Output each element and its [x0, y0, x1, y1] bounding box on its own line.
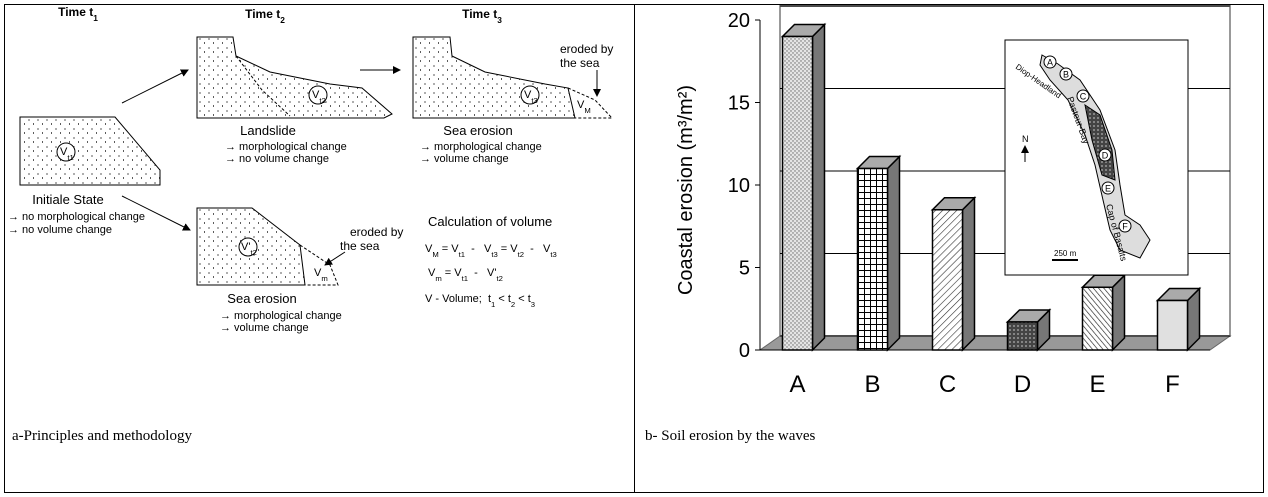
time-header: Time t2	[245, 7, 285, 25]
text-run: = V	[498, 243, 519, 255]
formula: Vm = Vt1 - V't2	[428, 267, 503, 283]
bar-chart: 05101520Coastal erosion (m³/m²)ABCDEFABC…	[675, 6, 1230, 398]
text-run: < t	[515, 293, 531, 305]
bar-front	[933, 210, 963, 350]
eroded-note: eroded by	[560, 42, 613, 56]
inset-label: 250 m	[1054, 249, 1077, 258]
y-tick-label: 10	[728, 175, 750, 197]
calc-title: Calculation of volume	[428, 214, 552, 229]
text-run: - V	[465, 243, 492, 255]
subscript: 1	[93, 13, 98, 23]
bar-front	[1083, 287, 1113, 350]
bar	[783, 25, 825, 351]
bar-front	[858, 169, 888, 351]
formula: V - Volume; t1 < t2 < t3	[425, 293, 535, 309]
text-run: - V'	[468, 267, 496, 279]
bullet: → no volume change	[225, 153, 329, 165]
y-tick-label: 5	[739, 258, 750, 280]
x-tick-label: F	[1165, 371, 1180, 398]
volume-label: Vm	[314, 267, 328, 283]
arrow	[122, 70, 188, 103]
bar	[1008, 310, 1050, 350]
bullet: → no volume change	[8, 224, 112, 236]
state-title: Initiale State	[32, 192, 104, 207]
subscript: t3	[550, 250, 556, 259]
text-run: < t	[495, 293, 511, 305]
y-axis-label: Coastal erosion (m³/m²)	[675, 85, 697, 295]
caption: b- Soil erosion by the waves	[645, 428, 816, 444]
subscript: 3	[497, 15, 502, 25]
state-title: Landslide	[240, 123, 296, 138]
site-label: D	[1102, 151, 1109, 161]
x-tick-label: B	[864, 371, 880, 398]
inset-map: ABCDEFDiop-HeadlandPasteur-BayCap of Bas…	[1005, 40, 1188, 275]
x-tick-label: D	[1014, 371, 1031, 398]
caption: a-Principles and methodology	[12, 428, 192, 444]
site-label: E	[1105, 184, 1111, 194]
block-eroded	[413, 37, 575, 118]
x-tick-label: A	[789, 371, 805, 398]
text-run: Time t	[462, 7, 497, 21]
bar-side	[813, 25, 825, 351]
block-initial	[20, 117, 160, 185]
bar	[858, 157, 900, 351]
state-title: Sea erosion	[443, 123, 512, 138]
bullet: → no morphological change	[8, 211, 145, 223]
site-label: A	[1047, 58, 1053, 68]
x-tick-label: E	[1089, 371, 1105, 398]
x-tick-label: C	[939, 371, 956, 398]
time-header: Time t3	[462, 7, 502, 25]
bullet: → morphological change	[420, 141, 542, 153]
bar-front	[1158, 301, 1188, 351]
text-run: = V	[439, 243, 460, 255]
text-run: = V	[442, 267, 463, 279]
y-tick-label: 20	[728, 10, 750, 32]
y-tick-label: 0	[739, 340, 750, 362]
text-run: V'	[241, 241, 250, 253]
bullet: → morphological change	[225, 141, 347, 153]
bar	[1158, 289, 1200, 351]
text-run: Time t	[58, 5, 93, 19]
volume-label: VM	[577, 99, 591, 115]
eroded-note: eroded by	[350, 225, 403, 239]
bar-side	[888, 157, 900, 351]
subscript: 3	[531, 300, 535, 309]
subscript: t2	[496, 274, 502, 283]
text-run: V - Volume; t	[425, 293, 491, 305]
subscript: t2	[319, 96, 325, 105]
bar	[1083, 275, 1125, 350]
inset-label: N	[1022, 134, 1029, 144]
eroded-note: the sea	[560, 56, 600, 70]
figure: Time t1 Time t2 Time t3 Vt1 Vt2 Vt3 V't2…	[0, 0, 1268, 497]
eroded-note: the sea	[340, 239, 380, 253]
subscript: m	[321, 274, 327, 283]
y-tick-label: 15	[728, 93, 750, 115]
bullet: → volume change	[220, 322, 309, 334]
bullet: → morphological change	[220, 310, 342, 322]
subscript: t3	[531, 96, 537, 105]
time-header: Time t1	[58, 5, 98, 23]
bullet: → volume change	[420, 153, 509, 165]
bar-side	[963, 198, 975, 350]
eroded-part	[300, 245, 338, 285]
subscript: 2	[280, 15, 285, 25]
block-landslide	[197, 37, 392, 118]
site-label: F	[1122, 222, 1128, 232]
bar-front	[783, 37, 813, 351]
text-run: - V	[524, 243, 551, 255]
site-label: C	[1080, 92, 1087, 102]
text-run: Time t	[245, 7, 280, 21]
arrow	[325, 252, 345, 265]
subscript: M	[584, 106, 590, 115]
subscript: t2	[250, 248, 256, 257]
formula: VM = Vt1 - Vt3 = Vt2 - Vt3	[425, 243, 557, 259]
site-label: B	[1063, 70, 1069, 80]
bar	[933, 198, 975, 350]
subscript: t1	[67, 153, 73, 162]
bar-front	[1008, 322, 1038, 350]
state-title: Sea erosion	[227, 291, 296, 306]
